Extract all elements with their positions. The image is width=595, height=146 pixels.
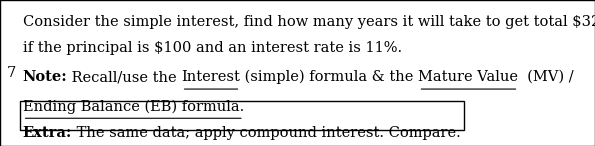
Text: Ending Balance (EB) formula.: Ending Balance (EB) formula. (23, 99, 244, 114)
Text: Extra:: Extra: (23, 126, 72, 140)
Text: Note:: Note: (23, 70, 67, 84)
Text: if the principal is $100 and an interest rate is 11%.: if the principal is $100 and an interest… (23, 41, 402, 55)
Text: (simple) formula & the: (simple) formula & the (240, 70, 418, 85)
Text: Interest: Interest (181, 70, 240, 84)
Text: 7: 7 (7, 66, 17, 80)
Text: Recall/use the: Recall/use the (67, 70, 181, 84)
Text: Mature Value: Mature Value (418, 70, 518, 84)
Text: (MV) /: (MV) / (518, 70, 574, 84)
Text: Consider the simple interest, find how many years it will take to get total $320: Consider the simple interest, find how m… (23, 15, 595, 29)
Text: The same data; apply compound interest. Compare.: The same data; apply compound interest. … (72, 126, 461, 140)
